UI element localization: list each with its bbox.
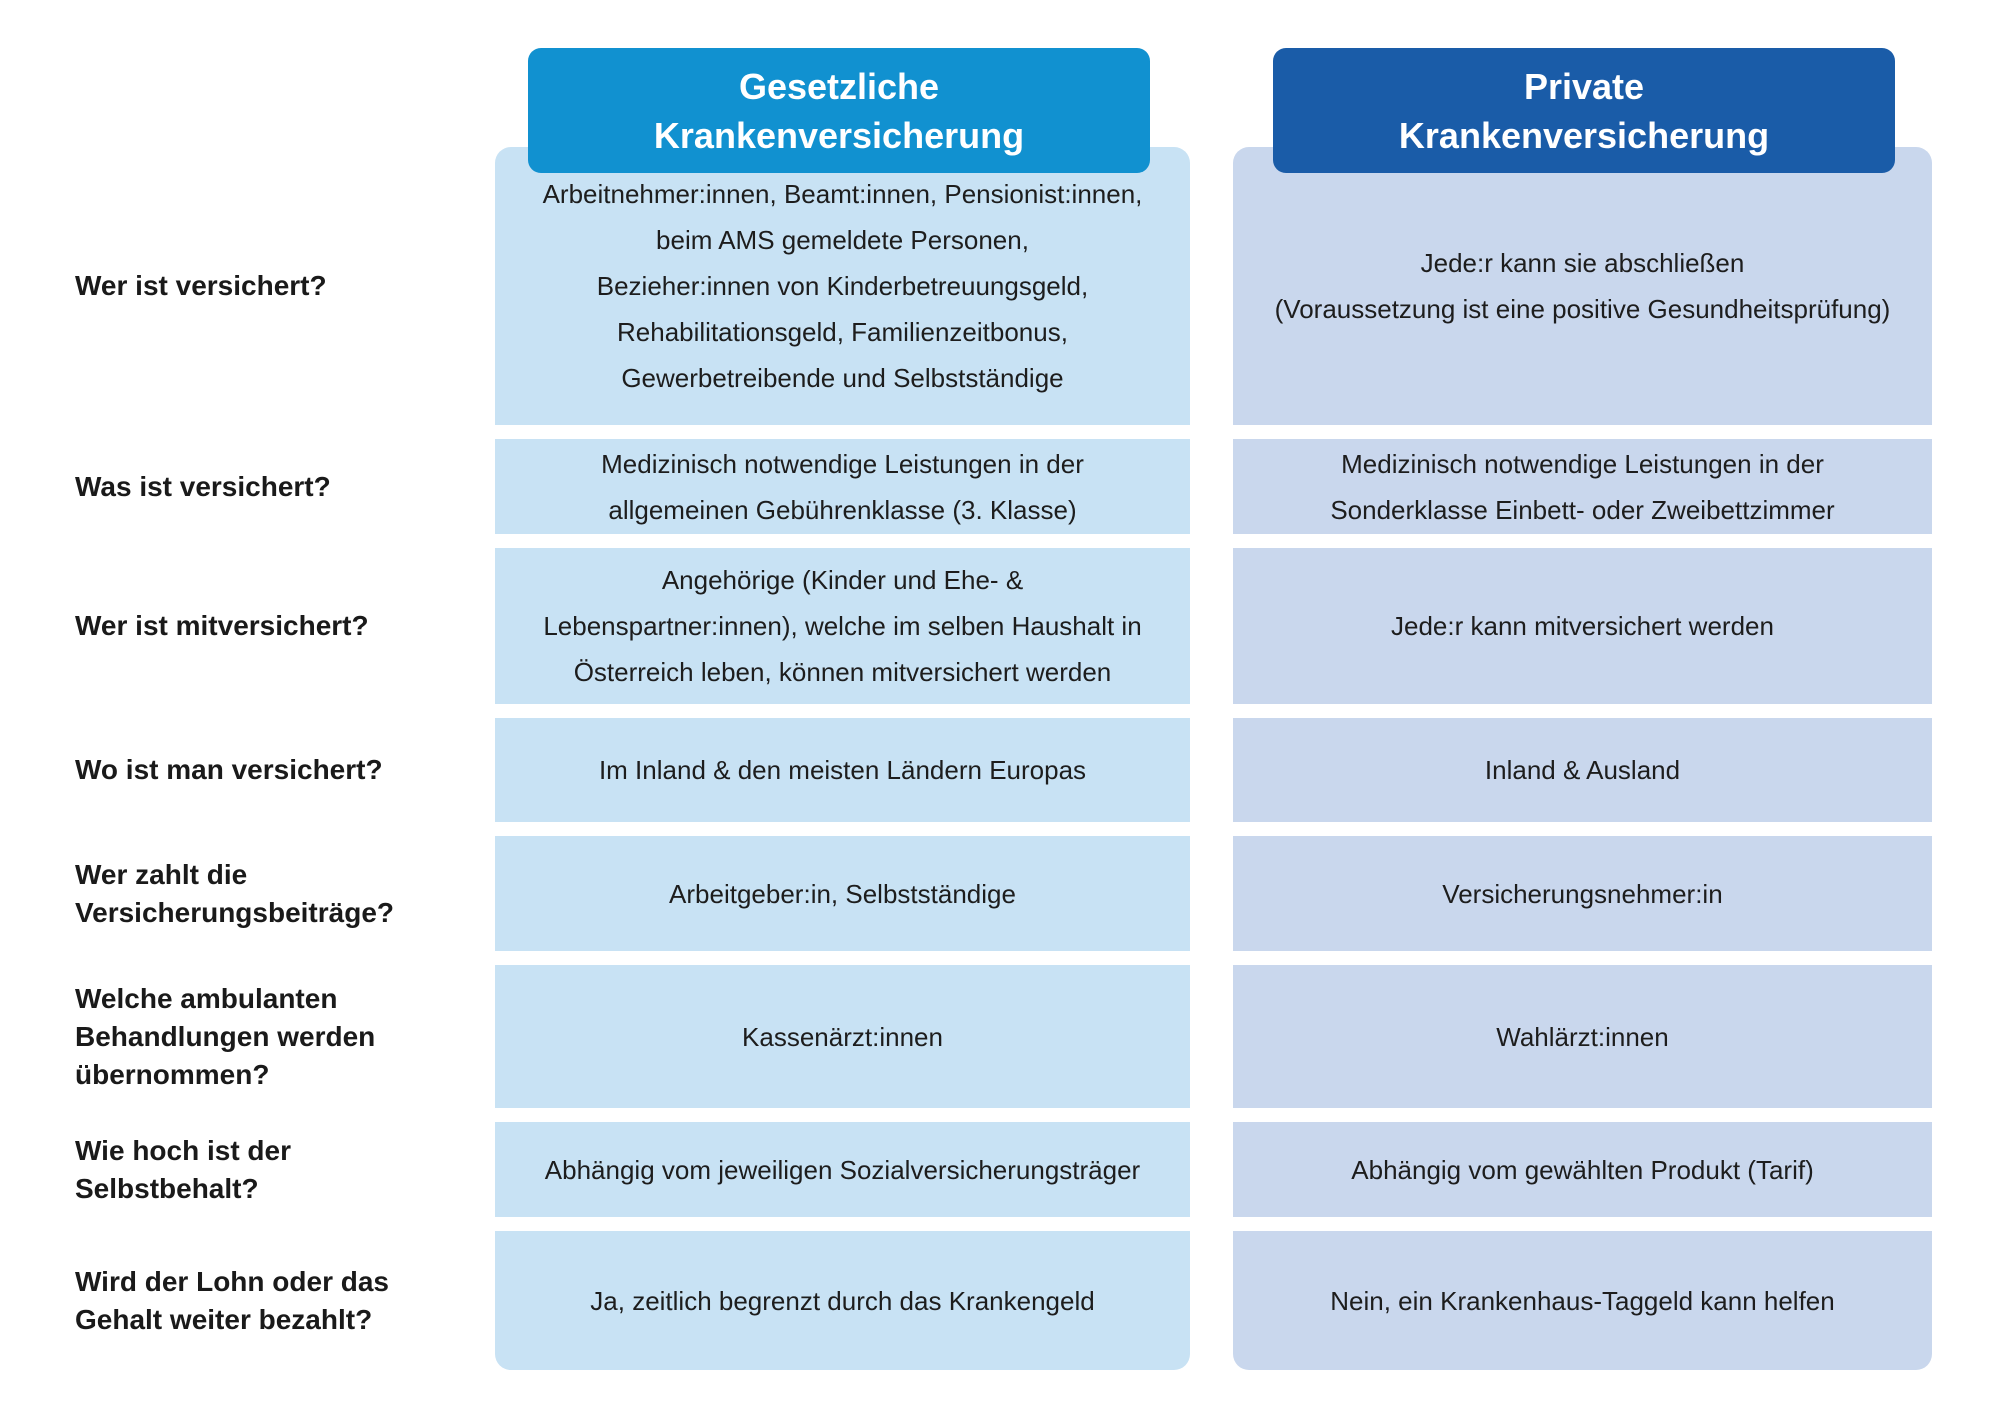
question-label: Welche ambulanten Behandlungen werden üb… xyxy=(75,982,376,1090)
column-gap xyxy=(1190,548,1233,704)
cell-private-was-ist-versichert: Medizinisch notwendige Leistungen in der… xyxy=(1233,439,1932,534)
cell-private-wer-ist-versichert: Jede:r kann sie abschließen (Voraussetzu… xyxy=(1233,147,1932,425)
cell-private-wird-der-lohn-weiter-bezahlt: Nein, ein Krankenhaus-Taggeld kann helfe… xyxy=(1233,1231,1932,1370)
row-label-wird-der-lohn-weiter-bezahlt: Wird der Lohn oder das Gehalt weiter bez… xyxy=(75,1231,495,1370)
column-gap xyxy=(1190,439,1233,534)
cell-gesetzliche-wird-der-lohn-weiter-bezahlt: Ja, zeitlich begrenzt durch das Krankeng… xyxy=(495,1231,1190,1370)
row-label-wer-ist-versichert: Wer ist versichert? xyxy=(75,147,495,425)
question-label: Was ist versichert? xyxy=(75,470,331,502)
question-label: Wird der Lohn oder das Gehalt weiter bez… xyxy=(75,1265,389,1335)
cell-private-wie-hoch-ist-der-selbstbehalt: Abhängig vom gewählten Produkt (Tarif) xyxy=(1233,1122,1932,1217)
cell-gesetzliche-wie-hoch-ist-der-selbstbehalt: Abhängig vom jeweiligen Sozialversicheru… xyxy=(495,1122,1190,1217)
cell-gesetzliche-welche-ambulanten-behandlungen: Kassenärzt:innen xyxy=(495,965,1190,1108)
row-label-was-ist-versichert: Was ist versichert? xyxy=(75,439,495,534)
cell-gesetzliche-was-ist-versichert: Medizinisch notwendige Leistungen in der… xyxy=(495,439,1190,534)
cell-private-wer-zahlt-die-versicherungsbeitraege: Versicherungsnehmer:in xyxy=(1233,836,1932,951)
cell-gesetzliche-wer-zahlt-die-versicherungsbeitraege: Arbeitgeber:in, Selbstständige xyxy=(495,836,1190,951)
question-label: Wo ist man versichert? xyxy=(75,754,383,785)
cell-private-welche-ambulanten-behandlungen: Wahlärzt:innen xyxy=(1233,965,1932,1108)
row-label-welche-ambulanten-behandlungen: Welche ambulanten Behandlungen werden üb… xyxy=(75,965,495,1108)
cell-private-wer-ist-mitversichert: Jede:r kann mitversichert werden xyxy=(1233,548,1932,704)
row-label-wo-ist-man-versichert: Wo ist man versichert? xyxy=(75,718,495,822)
column-gap xyxy=(1190,718,1233,822)
row-label-wer-ist-mitversichert: Wer ist mitversichert? xyxy=(75,548,495,704)
column-gap xyxy=(1190,836,1233,951)
row-label-wer-zahlt-die-versicherungsbeitraege: Wer zahlt die Versicherungsbeiträge? xyxy=(75,836,495,951)
question-label: Wer ist versichert? xyxy=(75,270,327,301)
question-label: Wer ist mitversichert? xyxy=(75,610,369,641)
column-gap xyxy=(1190,965,1233,1108)
column-gap xyxy=(1190,1231,1233,1370)
cell-private-wo-ist-man-versichert: Inland & Ausland xyxy=(1233,718,1932,822)
question-label: Wer zahlt die Versicherungsbeiträge? xyxy=(75,858,395,928)
column-gap xyxy=(1190,1122,1233,1217)
column-gap xyxy=(1190,147,1233,425)
cell-gesetzliche-wo-ist-man-versichert: Im Inland & den meisten Ländern Europas xyxy=(495,718,1190,822)
row-label-wie-hoch-ist-der-selbstbehalt: Wie hoch ist der Selbstbehalt? xyxy=(75,1122,495,1217)
column-header-private-krankenversicherung: Private Krankenversicherung xyxy=(1273,48,1895,173)
comparison-table: Wer ist versichert? Arbeitnehmer:innen, … xyxy=(75,147,1932,1370)
cell-gesetzliche-wer-ist-mitversichert: Angehörige (Kinder und Ehe- & Lebenspart… xyxy=(495,548,1190,704)
cell-gesetzliche-wer-ist-versichert: Arbeitnehmer:innen, Beamt:innen, Pension… xyxy=(495,147,1190,425)
question-label: Wie hoch ist der Selbstbehalt? xyxy=(75,1134,292,1204)
column-header-gesetzliche-krankenversicherung: Gesetzliche Krankenversicherung xyxy=(528,48,1150,173)
